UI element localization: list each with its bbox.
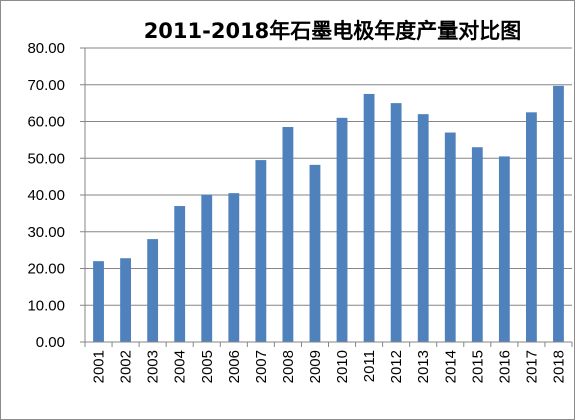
y-tick-label: 80.00 (27, 40, 65, 57)
x-tick-label: 2003 (145, 350, 162, 383)
bar-2016 (498, 156, 510, 342)
y-tick-label: 30.00 (27, 224, 65, 241)
y-tick-label: 70.00 (27, 77, 65, 94)
bar-2002 (120, 258, 131, 342)
x-tick-label: 2009 (307, 350, 324, 383)
bar-2014 (444, 132, 456, 342)
x-tick-label: 2013 (415, 350, 432, 383)
y-tick-label: 20.00 (27, 261, 65, 278)
bar-2003 (147, 239, 159, 342)
bar-2012 (390, 103, 402, 342)
gridlines (85, 47, 572, 306)
bar-2018 (553, 85, 564, 342)
x-tick-label: 2007 (253, 350, 270, 383)
x-tick-label: 2002 (118, 350, 135, 383)
bar-2013 (417, 114, 429, 343)
x-tick-label: 2006 (226, 350, 243, 383)
x-tick-label: 2001 (91, 350, 108, 383)
bar-2011 (363, 93, 375, 342)
y-tick-label: 0.00 (36, 334, 65, 351)
y-tick-labels: 0.00 10.00 20.00 30.00 40.00 50.00 60.00 70.00 8… (27, 40, 65, 351)
bar-2004 (174, 206, 186, 342)
bar-2005 (201, 194, 213, 342)
bar-series (93, 85, 564, 343)
x-tick-label: 2015 (469, 350, 486, 383)
axes (80, 47, 573, 347)
x-tick-label: 2012 (388, 350, 405, 383)
bar-2010 (336, 117, 348, 342)
x-tick-label: 2016 (496, 350, 513, 383)
x-tick-label: 2010 (334, 350, 351, 383)
y-tick-label: 50.00 (27, 150, 65, 167)
y-tick-label: 40.00 (27, 187, 65, 204)
x-tick-label: 2014 (442, 350, 459, 383)
x-tick-label: 2017 (523, 350, 540, 383)
bar-2017 (526, 112, 537, 342)
x-tick-label: 2004 (172, 350, 189, 383)
bar-2001 (93, 261, 104, 342)
bar-2015 (471, 147, 483, 342)
bar-2007 (255, 160, 267, 342)
bar-2008 (282, 127, 294, 342)
x-tick-label: 2008 (280, 350, 297, 383)
bar-2009 (309, 164, 321, 342)
y-tick-label: 60.00 (27, 114, 65, 131)
x-tick-label: 2005 (199, 350, 216, 383)
chart-title: 2011-2018年石墨电极年度产量对比图 (143, 19, 522, 43)
bar-2006 (228, 193, 240, 342)
x-tick-labels: 2001 2002 2003 2004 2005 2006 2007 2008 2009 2010… (91, 350, 568, 383)
x-tick-label: 2018 (550, 350, 567, 383)
x-tick-label: 2011 (361, 350, 378, 382)
y-tick-label: 10.00 (27, 297, 65, 314)
